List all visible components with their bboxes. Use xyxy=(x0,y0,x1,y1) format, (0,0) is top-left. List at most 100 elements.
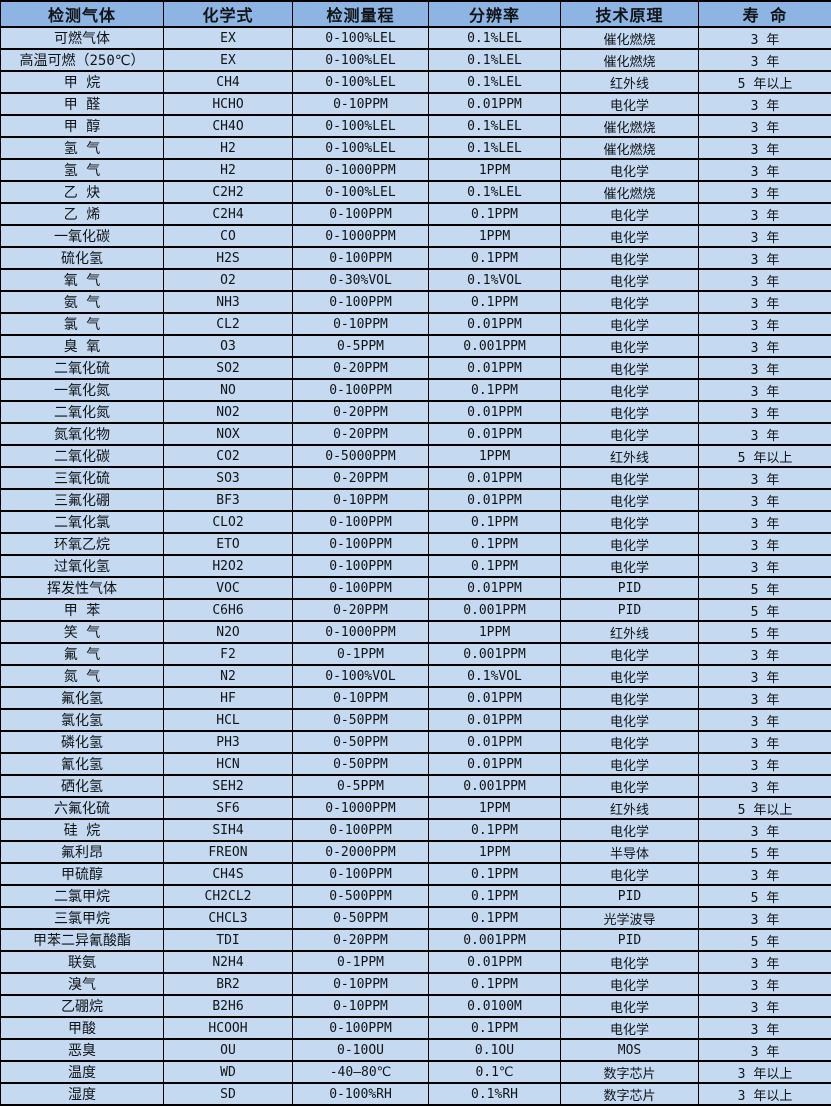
cell-lifespan: 3 年 xyxy=(699,467,831,489)
cell-range: 0-100%VOL xyxy=(293,665,429,687)
cell-lifespan: 3 年 xyxy=(699,49,831,71)
cell-gas: 高温可燃（250℃） xyxy=(1,49,164,71)
cell-lifespan: 3 年 xyxy=(699,203,831,225)
cell-principle: PID xyxy=(561,599,699,621)
cell-formula: N2O xyxy=(164,621,293,643)
cell-range: 0-100%RH xyxy=(293,1083,429,1105)
cell-principle: 电化学 xyxy=(561,775,699,797)
cell-lifespan: 5 年 xyxy=(699,929,831,951)
cell-principle: 数字芯片 xyxy=(561,1083,699,1105)
cell-range: 0-100%LEL xyxy=(293,27,429,49)
cell-gas: 温度 xyxy=(1,1061,164,1083)
cell-formula: SF6 xyxy=(164,797,293,819)
cell-formula: N2 xyxy=(164,665,293,687)
cell-resolution: 1PPM xyxy=(429,621,561,643)
cell-principle: 催化燃烧 xyxy=(561,181,699,203)
cell-lifespan: 5 年以上 xyxy=(699,445,831,467)
cell-range: 0-100PPM xyxy=(293,533,429,555)
column-header-lifespan: 寿 命 xyxy=(699,1,831,27)
cell-range: 0-500PPM xyxy=(293,885,429,907)
cell-resolution: 0.01PPM xyxy=(429,951,561,973)
cell-principle: 电化学 xyxy=(561,665,699,687)
cell-formula: HCOOH xyxy=(164,1017,293,1039)
cell-gas: 二氧化氯 xyxy=(1,511,164,533)
cell-formula: NOX xyxy=(164,423,293,445)
cell-lifespan: 3 年 xyxy=(699,995,831,1017)
cell-gas: 甲 醛 xyxy=(1,93,164,115)
cell-formula: SO2 xyxy=(164,357,293,379)
cell-formula: F2 xyxy=(164,643,293,665)
cell-resolution: 0.1PPM xyxy=(429,511,561,533)
cell-lifespan: 3 年 xyxy=(699,137,831,159)
cell-formula: HCL xyxy=(164,709,293,731)
cell-gas: 挥发性气体 xyxy=(1,577,164,599)
column-header-principle: 技术原理 xyxy=(561,1,699,27)
cell-principle: 电化学 xyxy=(561,863,699,885)
cell-resolution: 0.1%VOL xyxy=(429,269,561,291)
cell-resolution: 0.1PPM xyxy=(429,1017,561,1039)
cell-range: 0-100%LEL xyxy=(293,71,429,93)
cell-principle: PID xyxy=(561,577,699,599)
cell-principle: 红外线 xyxy=(561,621,699,643)
cell-resolution: 0.001PPM xyxy=(429,335,561,357)
cell-resolution: 0.0100M xyxy=(429,995,561,1017)
cell-principle: 电化学 xyxy=(561,951,699,973)
cell-gas: 乙 炔 xyxy=(1,181,164,203)
cell-lifespan: 3 年 xyxy=(699,511,831,533)
cell-formula: FREON xyxy=(164,841,293,863)
cell-gas: 湿度 xyxy=(1,1083,164,1105)
cell-resolution: 0.001PPM xyxy=(429,643,561,665)
cell-gas: 甲硫醇 xyxy=(1,863,164,885)
cell-resolution: 0.1%LEL xyxy=(429,115,561,137)
cell-gas: 氟 气 xyxy=(1,643,164,665)
cell-gas: 乙 烯 xyxy=(1,203,164,225)
cell-principle: 电化学 xyxy=(561,379,699,401)
cell-formula: CHCL3 xyxy=(164,907,293,929)
cell-range: 0-1PPM xyxy=(293,951,429,973)
cell-lifespan: 3 年 xyxy=(699,533,831,555)
cell-gas: 二氧化硫 xyxy=(1,357,164,379)
cell-gas: 二氧化碳 xyxy=(1,445,164,467)
cell-lifespan: 3 年 xyxy=(699,819,831,841)
cell-range: 0-1PPM xyxy=(293,643,429,665)
cell-resolution: 0.1%LEL xyxy=(429,71,561,93)
cell-formula: H2S xyxy=(164,247,293,269)
cell-principle: 催化燃烧 xyxy=(561,27,699,49)
cell-range: 0-10PPM xyxy=(293,489,429,511)
cell-lifespan: 3 年 xyxy=(699,379,831,401)
cell-lifespan: 3 年 xyxy=(699,27,831,49)
cell-lifespan: 3 年 xyxy=(699,225,831,247)
cell-principle: 电化学 xyxy=(561,423,699,445)
cell-range: 0-100PPM xyxy=(293,863,429,885)
cell-resolution: 0.01PPM xyxy=(429,401,561,423)
column-header-resolution: 分辨率 xyxy=(429,1,561,27)
cell-formula: SEH2 xyxy=(164,775,293,797)
cell-resolution: 0.01PPM xyxy=(429,687,561,709)
cell-formula: N2H4 xyxy=(164,951,293,973)
cell-formula: CH2CL2 xyxy=(164,885,293,907)
cell-principle: 电化学 xyxy=(561,731,699,753)
cell-formula: SIH4 xyxy=(164,819,293,841)
cell-gas: 氯化氢 xyxy=(1,709,164,731)
cell-resolution: 0.01PPM xyxy=(429,753,561,775)
cell-formula: BR2 xyxy=(164,973,293,995)
